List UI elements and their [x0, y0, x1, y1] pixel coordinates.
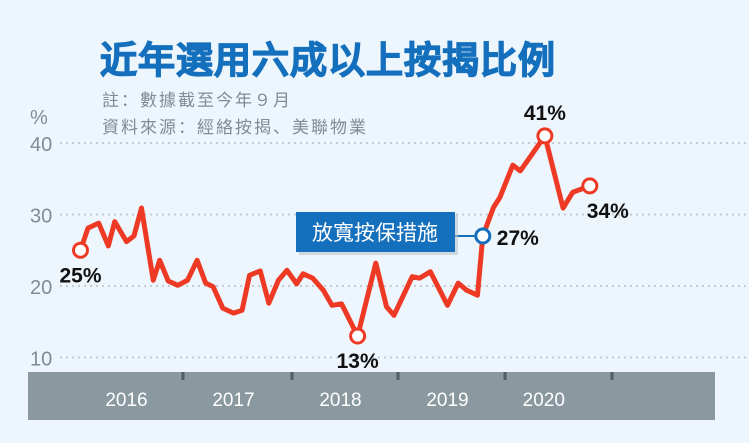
x-tick-label: 2018 — [319, 390, 361, 411]
x-tick-label: 2016 — [105, 390, 147, 411]
data-note: 註：數據截至今年９月 — [102, 91, 292, 111]
x-tick-label: 2019 — [426, 390, 468, 411]
data-point-marker — [349, 327, 367, 345]
callout-box — [296, 212, 455, 252]
data-point-marker — [536, 127, 554, 145]
data-label: 25% — [59, 264, 101, 287]
x-tick-label: 2020 — [523, 390, 565, 411]
source-note: 資料來源：經絡按揭、美聯物業 — [102, 118, 368, 138]
callout-text: 放寬按保措施 — [312, 221, 438, 245]
y-tick-label: 30 — [30, 206, 52, 228]
y-tick-label: 10 — [30, 349, 52, 371]
y-axis-label: % — [30, 107, 48, 129]
data-label: 13% — [337, 350, 379, 373]
data-label: 34% — [587, 200, 629, 223]
series-line — [77, 133, 593, 339]
x-tick-label: 2017 — [212, 390, 254, 411]
data-label: 27% — [497, 227, 539, 250]
data-point-marker — [581, 177, 599, 195]
data-point-marker — [71, 241, 89, 259]
chart-title: 近年選用六成以上按揭比例 — [99, 38, 556, 82]
x-axis-band — [28, 372, 715, 420]
data-label: 41% — [524, 102, 566, 125]
y-tick-label: 20 — [30, 277, 52, 299]
data-point-marker — [474, 227, 492, 245]
y-tick-label: 40 — [30, 134, 52, 156]
